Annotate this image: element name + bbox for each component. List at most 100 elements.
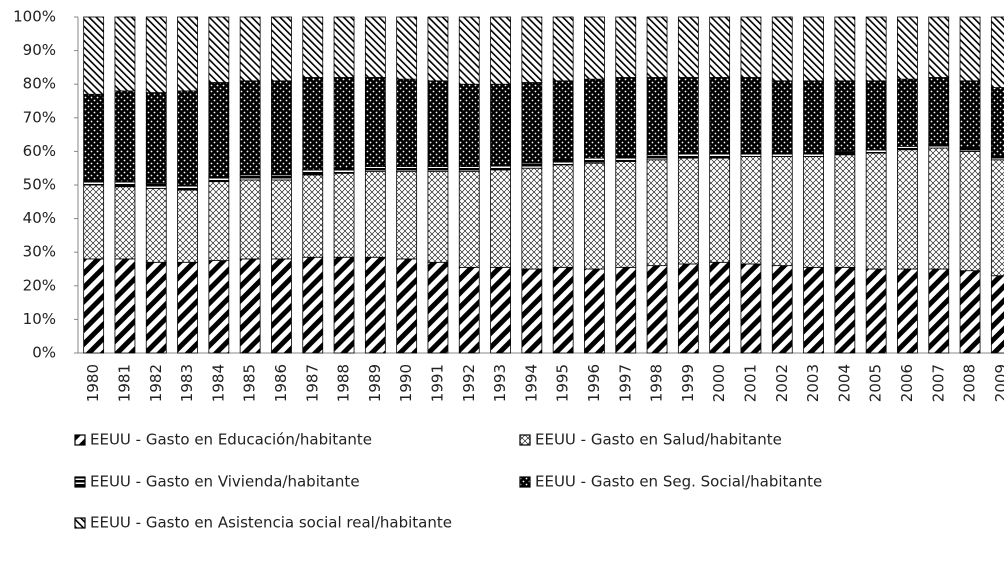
bar-segment	[145, 16, 167, 93]
bar-segment	[458, 83, 480, 167]
legend-swatch	[519, 434, 531, 446]
bar-segment	[83, 184, 105, 260]
y-tick-label: 0%	[32, 344, 56, 362]
bar-segment	[928, 144, 950, 149]
bar-segment	[490, 266, 511, 354]
bar-segment	[834, 80, 856, 152]
bar-segment	[897, 78, 918, 147]
x-tick-label: 1996	[585, 364, 603, 402]
bar-segment	[333, 256, 355, 354]
x-tick-label: 2003	[804, 364, 822, 402]
bar-segment	[740, 152, 762, 157]
bar-segment	[83, 16, 105, 95]
bar-segment	[208, 16, 230, 83]
x-tick-label: 1986	[272, 364, 290, 402]
x-tick-label: 1997	[616, 364, 634, 402]
bar-segment	[364, 171, 386, 258]
x-tick-label: 1980	[84, 364, 102, 402]
x-tick-label: 1984	[209, 364, 227, 402]
bar-segment	[990, 16, 1004, 88]
bar-segment	[928, 268, 950, 354]
x-tick-label: 1999	[679, 364, 697, 402]
bar-segment	[490, 83, 511, 166]
bar-segment	[145, 92, 167, 184]
x-tick-label: 2001	[741, 364, 759, 402]
bar-segment	[677, 157, 699, 265]
bar-segment	[928, 147, 950, 270]
bar-segment	[114, 186, 136, 260]
bar-segment	[239, 16, 261, 82]
y-tick-label: 90%	[23, 41, 56, 59]
bar-segment	[552, 80, 574, 161]
bar-segment	[584, 78, 605, 159]
bar-segment	[458, 16, 480, 85]
x-tick-label: 2008	[961, 364, 979, 402]
bar-segment	[208, 181, 230, 261]
bar-segment	[521, 167, 543, 270]
bar-segment	[302, 256, 324, 354]
x-tick-label: 1988	[335, 364, 353, 402]
bar-segment	[458, 171, 480, 268]
bar-segment	[364, 256, 386, 354]
bar-segment	[490, 16, 511, 85]
x-tick-label: 1989	[366, 364, 384, 402]
bar-segment	[740, 77, 762, 154]
bar-segment	[396, 258, 418, 354]
bar-segment	[427, 16, 449, 82]
bar-segment	[677, 263, 699, 354]
bar-segment	[427, 80, 449, 167]
bar-segment	[427, 166, 449, 172]
bar-segment	[865, 149, 887, 154]
y-tick-label: 50%	[23, 176, 56, 194]
legend-swatch	[519, 476, 531, 488]
bar-segment	[803, 80, 824, 154]
x-tick-label: 2007	[929, 364, 947, 402]
bar-segment	[458, 266, 480, 354]
bar-segment	[271, 258, 292, 354]
y-tick-label: 10%	[23, 310, 56, 328]
bar-segment	[114, 90, 136, 183]
bar-segment	[427, 171, 449, 263]
bar-segment	[239, 258, 261, 354]
y-tick-label: 100%	[13, 8, 56, 26]
bar-segment	[271, 179, 292, 260]
bar-segment	[897, 145, 918, 151]
bar-segment	[740, 156, 762, 265]
bar-segment	[803, 266, 824, 354]
bar-segment	[865, 16, 887, 82]
bar-segment	[177, 261, 198, 354]
bar-segment	[114, 258, 136, 354]
x-tick-label: 1985	[241, 364, 259, 402]
bar-segment	[677, 77, 699, 154]
bar-segment	[83, 93, 105, 181]
bar-segment	[897, 16, 918, 80]
bar-segment	[897, 149, 918, 270]
bar-segment	[584, 162, 605, 270]
x-tick-label: 1991	[428, 364, 446, 402]
bar-segment	[646, 159, 668, 267]
bar-segment	[302, 16, 324, 78]
y-tick-label: 80%	[23, 75, 56, 93]
bar-segment	[771, 156, 793, 267]
bar-segment	[364, 16, 386, 78]
bar-segment	[709, 16, 731, 78]
legend-swatch	[74, 517, 86, 529]
bar-segment	[208, 260, 230, 354]
bar-segment	[490, 169, 511, 268]
bar-segment	[239, 179, 261, 260]
x-tick-label: 1992	[460, 364, 478, 402]
bar-segment	[83, 258, 105, 354]
bar-segment	[990, 275, 1004, 354]
bar-segment	[990, 87, 1004, 157]
x-tick-label: 1983	[178, 364, 196, 402]
bar-segment	[333, 77, 355, 169]
bar-segment	[271, 80, 292, 176]
x-tick-label: 1995	[554, 364, 572, 402]
bar-segment	[239, 174, 261, 181]
x-tick-label: 2002	[773, 364, 791, 402]
x-tick-label: 1998	[648, 364, 666, 402]
bar-segment	[834, 150, 856, 156]
bar-segment	[677, 152, 699, 159]
bar-segment	[458, 166, 480, 172]
